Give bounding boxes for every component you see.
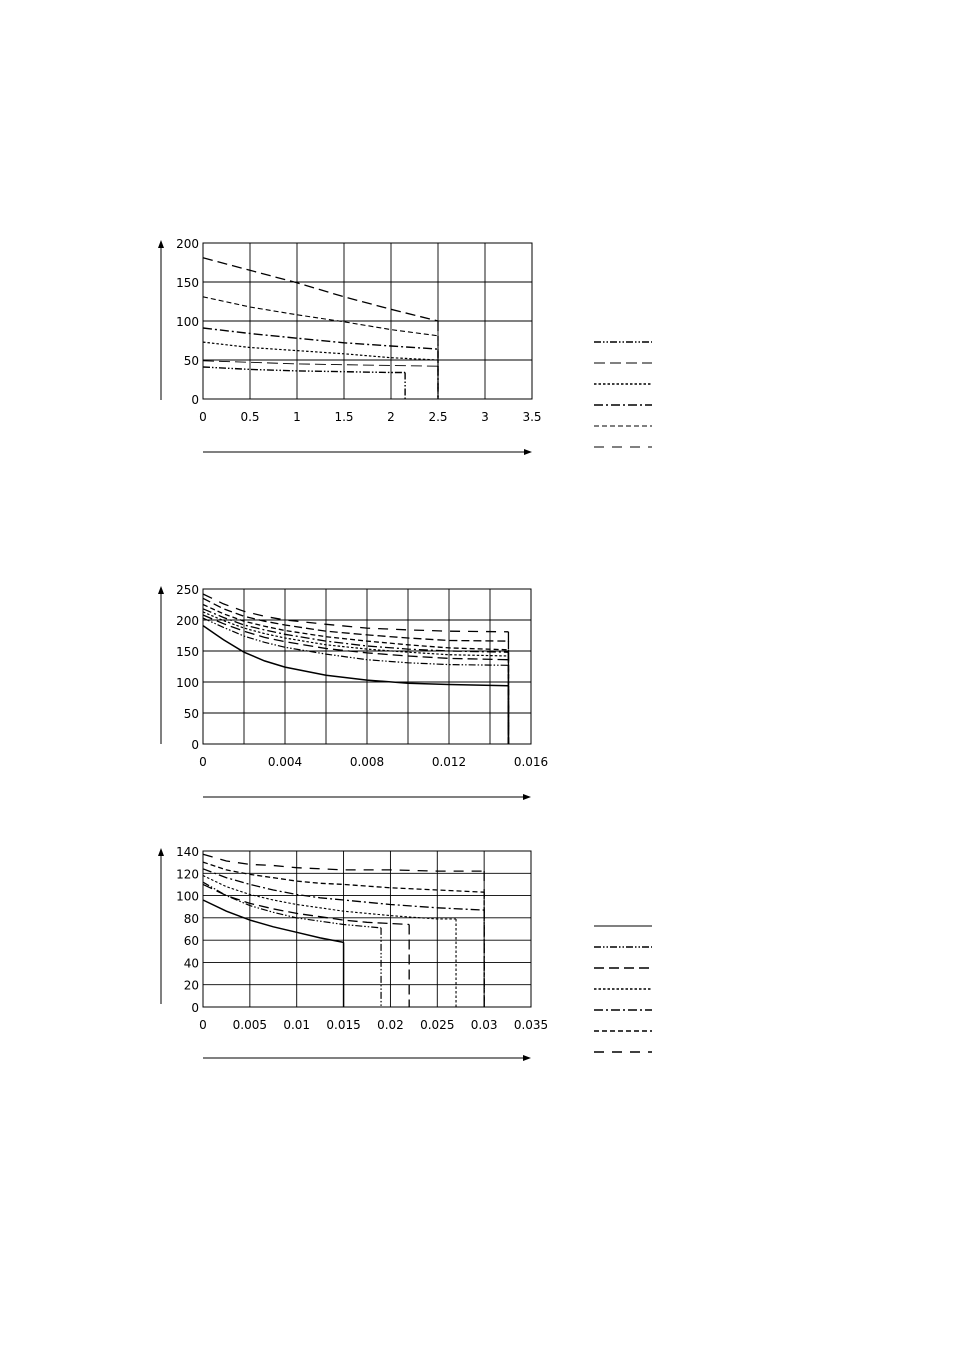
y-tick-label: 100 <box>176 890 199 904</box>
y-tick-label: 150 <box>176 276 199 290</box>
x-tick-label: 0.02 <box>377 1018 404 1032</box>
y-tick-label: 100 <box>176 315 199 329</box>
series-line-1 <box>202 624 509 687</box>
series-line-4 <box>202 611 509 657</box>
series-line-8 <box>202 593 509 633</box>
x-tick-label: 0 <box>199 1018 207 1032</box>
series-line-7 <box>202 597 509 642</box>
y-tick-label: 200 <box>176 614 199 628</box>
x-tick-label: 0.015 <box>326 1018 360 1032</box>
x-tick-label: 0 <box>199 755 207 769</box>
legend-1 <box>594 341 652 448</box>
chart-1: 0 0.5 1 1.5 2 2.5 3 3.5 0 50 100 150 200 <box>158 237 542 455</box>
series-line-6 <box>202 861 485 893</box>
y-axis-arrowhead <box>158 240 164 248</box>
y-tick-label: 200 <box>176 237 199 251</box>
chart-2: 0 0.004 0.008 0.012 0.016 0 50 100 150 200 250 <box>158 583 548 800</box>
series-line-2 <box>202 881 382 929</box>
series-line-5 <box>202 608 509 653</box>
x-axis-arrowhead <box>523 1055 531 1061</box>
y-tick-label: 0 <box>191 738 199 752</box>
chart-3: 0 0.005 0.01 0.015 0.02 0.025 0.03 0.035 0 20 40 60… <box>158 845 548 1061</box>
x-tick-label: 1 <box>293 410 301 424</box>
x-tick-label: 0.005 <box>233 1018 267 1032</box>
y-tick-label: 100 <box>176 676 199 690</box>
plot-frame <box>202 242 533 400</box>
x-tick-label: 0.01 <box>283 1018 310 1032</box>
y-axis-arrowhead <box>158 848 164 856</box>
series-line-2 <box>202 360 439 367</box>
series-line-3 <box>202 614 509 661</box>
x-axis-arrowhead <box>523 794 531 800</box>
x-tick-label: 3 <box>481 410 489 424</box>
y-tick-label: 140 <box>176 845 199 859</box>
x-tick-label: 2 <box>387 410 395 424</box>
y-tick-label: 150 <box>176 645 199 659</box>
x-tick-label: 0 <box>199 410 207 424</box>
y-tick-label: 80 <box>184 912 199 926</box>
y-tick-label: 20 <box>184 979 199 993</box>
x-tick-label: 0.016 <box>514 755 548 769</box>
y-tick-label: 50 <box>184 707 199 721</box>
series-line-1 <box>202 899 344 944</box>
series-line-1 <box>202 366 406 374</box>
x-axis-arrowhead <box>524 449 532 455</box>
y-tick-label: 50 <box>184 354 199 368</box>
series-line-5 <box>202 868 485 911</box>
legend-2 <box>594 925 652 1053</box>
x-tick-label: 3.5 <box>522 410 541 424</box>
y-tick-label: 60 <box>184 934 199 948</box>
x-tick-label: 0.025 <box>420 1018 454 1032</box>
series-line-5 <box>202 296 439 337</box>
x-tick-label: 2.5 <box>428 410 447 424</box>
x-tick-label: 0.035 <box>514 1018 548 1032</box>
y-axis-arrowhead <box>158 586 164 594</box>
series-line-2 <box>202 617 509 666</box>
y-tick-label: 40 <box>184 956 199 970</box>
y-tick-label: 0 <box>191 1001 199 1015</box>
series-line-4 <box>202 875 456 920</box>
x-tick-label: 0.004 <box>268 755 302 769</box>
series-line-6 <box>202 603 509 651</box>
y-tick-label: 120 <box>176 867 199 881</box>
plot-frame <box>202 850 532 1008</box>
x-tick-label: 0.03 <box>471 1018 498 1032</box>
x-tick-label: 0.012 <box>432 755 466 769</box>
y-tick-label: 250 <box>176 583 199 597</box>
x-tick-label: 0.5 <box>240 410 259 424</box>
series-line-7 <box>202 853 485 872</box>
series-line-6 <box>202 257 439 322</box>
series-line-3 <box>202 883 410 926</box>
series-line-4 <box>202 327 439 350</box>
x-tick-label: 1.5 <box>334 410 353 424</box>
x-tick-label: 0.008 <box>350 755 384 769</box>
series-line-3 <box>202 341 439 361</box>
plot-frame <box>202 588 532 745</box>
y-tick-label: 0 <box>191 393 199 407</box>
